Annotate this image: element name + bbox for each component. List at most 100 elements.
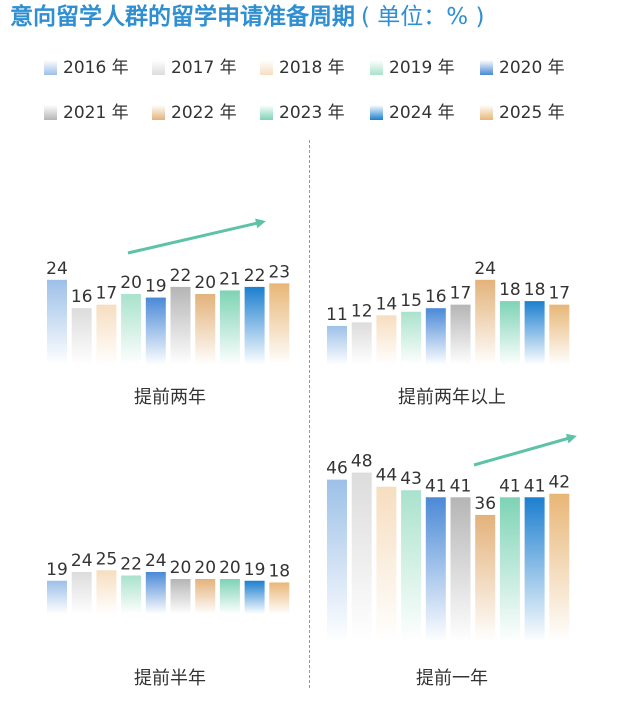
bar: [450, 304, 471, 365]
legend-item: 2023 年: [260, 103, 345, 123]
data-label: 44: [376, 466, 398, 486]
legend-swatch: [152, 60, 165, 75]
data-label: 36: [474, 494, 496, 514]
bar: [549, 304, 570, 365]
data-label: 24: [145, 551, 167, 571]
data-label: 41: [450, 476, 472, 496]
bar: [376, 486, 397, 642]
bar: [96, 570, 117, 614]
data-label: 19: [46, 560, 68, 580]
data-label: 17: [548, 284, 570, 304]
data-label: 24: [71, 551, 93, 571]
bar: [195, 294, 216, 365]
legend-item: 2019 年: [370, 58, 455, 78]
data-label: 18: [524, 280, 546, 300]
panel-title: 提前两年以上: [398, 387, 506, 408]
bar: [170, 286, 191, 365]
bar: [524, 497, 545, 642]
data-label: 17: [96, 284, 118, 304]
bar: [71, 308, 92, 365]
bar: [47, 279, 67, 365]
panel-divider: [309, 140, 310, 688]
legend-item: 2020 年: [480, 58, 565, 78]
data-label: 20: [120, 273, 142, 293]
bar: [499, 301, 520, 365]
legend-label: 2024 年: [389, 103, 455, 123]
title-unit: ( 单位：% ): [361, 4, 485, 30]
bar: [401, 311, 422, 365]
data-label: 48: [351, 452, 373, 472]
legend-label: 2022 年: [171, 103, 237, 123]
bar: [524, 301, 545, 365]
data-label: 16: [71, 287, 93, 307]
legend-label: 2020 年: [499, 58, 565, 78]
title-text: 意向留学人群的留学申请准备周期: [10, 4, 355, 30]
legend-item: 2017 年: [152, 58, 237, 78]
bar: [219, 290, 240, 365]
bar: [47, 580, 67, 614]
data-label: 22: [244, 266, 266, 286]
legend-item: 2016 年: [44, 58, 129, 78]
data-label: 22: [170, 266, 192, 286]
data-label: 14: [376, 294, 398, 314]
bar: [269, 582, 290, 614]
legend-swatch: [480, 105, 493, 120]
bar: [269, 283, 290, 365]
legend-label: 2017 年: [171, 58, 237, 78]
data-label: 41: [425, 476, 447, 496]
panel-title: 提前半年: [134, 668, 206, 689]
bar: [96, 304, 117, 365]
bar: [121, 575, 142, 614]
trend-arrow-icon: [473, 433, 577, 467]
legend-label: 2019 年: [389, 58, 455, 78]
legend-label: 2018 年: [279, 58, 345, 78]
bar: [425, 497, 446, 642]
legend-swatch: [260, 60, 273, 75]
data-label: 42: [548, 473, 570, 493]
data-label: 11: [326, 305, 348, 325]
panel-title: 提前一年: [416, 668, 488, 689]
bar: [450, 497, 471, 642]
legend-item: 2018 年: [260, 58, 345, 78]
data-label: 41: [524, 476, 546, 496]
panel-title: 提前两年: [134, 387, 206, 408]
data-label: 12: [351, 301, 373, 321]
bar: [145, 572, 166, 614]
data-label: 43: [400, 469, 422, 489]
bar: [425, 308, 446, 365]
data-label: 19: [244, 560, 266, 580]
legend-item: 2025 年: [480, 103, 565, 123]
data-label: 22: [120, 555, 142, 575]
data-label: 20: [219, 558, 241, 578]
bar: [401, 490, 422, 642]
bar: [327, 325, 347, 365]
data-label: 46: [326, 459, 348, 479]
bar: [327, 479, 347, 642]
data-label: 21: [219, 269, 241, 289]
data-label: 15: [400, 291, 422, 311]
data-label: 18: [499, 280, 521, 300]
legend-label: 2021 年: [63, 103, 129, 123]
data-label: 18: [268, 562, 290, 582]
bar: [351, 322, 372, 365]
legend-label: 2023 年: [279, 103, 345, 123]
data-label: 19: [145, 277, 167, 297]
bar: [351, 472, 372, 642]
bar: [475, 514, 496, 642]
legend-swatch: [370, 105, 383, 120]
bar: [475, 279, 496, 365]
data-label: 20: [194, 558, 216, 578]
legend-label: 2016 年: [63, 58, 129, 78]
data-label: 25: [96, 549, 118, 569]
bar: [170, 579, 191, 614]
bar: [195, 579, 216, 614]
bar: [549, 493, 570, 642]
bar: [71, 572, 92, 614]
legend-item: 2022 年: [152, 103, 237, 123]
data-label: 20: [194, 273, 216, 293]
data-label: 41: [499, 476, 521, 496]
legend-label: 2025 年: [499, 103, 565, 123]
